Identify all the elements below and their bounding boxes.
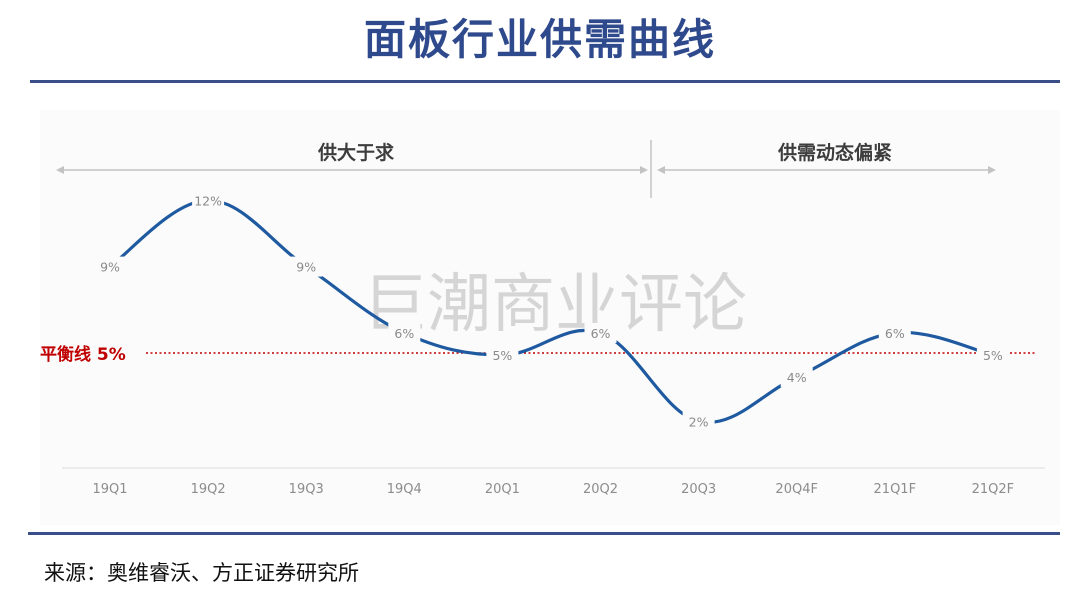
x-axis-tick-label: 20Q4F bbox=[775, 482, 818, 497]
region-label-tight: 供需动态偏紧 bbox=[777, 141, 892, 164]
x-axis-labels: 19Q1 19Q2 19Q3 19Q4 20Q1 20Q2 20Q3 20Q4F 21Q1F 21… bbox=[92, 482, 1014, 497]
data-point-label: 6% bbox=[591, 326, 611, 341]
region-label-oversupply: 供大于求 bbox=[317, 141, 395, 164]
label-mask bbox=[878, 322, 911, 343]
label-mask bbox=[780, 367, 813, 388]
data-point-label: 2% bbox=[689, 414, 709, 429]
region-brackets bbox=[56, 140, 996, 198]
data-point-label: 12% bbox=[194, 193, 222, 208]
label-mask bbox=[192, 190, 225, 211]
x-axis-tick-label: 19Q1 bbox=[92, 482, 127, 497]
title-divider bbox=[30, 80, 1060, 83]
balance-line-label: 平衡线 5% bbox=[40, 344, 126, 365]
x-axis-tick-label: 20Q1 bbox=[485, 482, 520, 497]
data-point-label: 5% bbox=[492, 348, 512, 363]
page-title: 面板行业供需曲线 bbox=[363, 15, 716, 64]
label-mask bbox=[290, 256, 323, 277]
label-mask bbox=[94, 256, 126, 277]
label-mask bbox=[388, 322, 421, 343]
label-mask bbox=[584, 322, 617, 343]
data-point-labels: 9% 12% 9% 6% 5% 6% 2% 4% 6% 5% bbox=[94, 190, 1009, 432]
source-note: 来源：奥维睿沃、方正证券研究所 bbox=[44, 561, 359, 585]
label-mask bbox=[682, 411, 715, 432]
data-point-label: 6% bbox=[885, 326, 905, 341]
x-axis-tick-label: 19Q2 bbox=[191, 482, 226, 497]
data-point-label: 9% bbox=[296, 260, 316, 275]
x-axis-tick-label: 19Q3 bbox=[289, 482, 324, 497]
footer-divider bbox=[28, 532, 1060, 535]
label-mask bbox=[486, 345, 519, 365]
x-axis-tick-label: 20Q2 bbox=[583, 482, 618, 497]
x-axis-tick-label: 21Q1F bbox=[874, 482, 917, 497]
chart-background bbox=[40, 110, 1060, 525]
x-axis-tick-label: 20Q3 bbox=[681, 482, 716, 497]
data-point-label: 6% bbox=[394, 326, 414, 341]
data-point-label: 9% bbox=[100, 260, 120, 275]
x-axis-tick-label: 21Q2F bbox=[972, 482, 1015, 497]
data-point-label: 4% bbox=[787, 370, 807, 385]
series-line bbox=[108, 198, 995, 425]
watermark: 巨潮商业评论 bbox=[363, 268, 747, 342]
x-axis-tick-label: 19Q4 bbox=[387, 482, 422, 497]
label-mask bbox=[976, 345, 1009, 365]
data-point-label: 5% bbox=[983, 348, 1003, 363]
